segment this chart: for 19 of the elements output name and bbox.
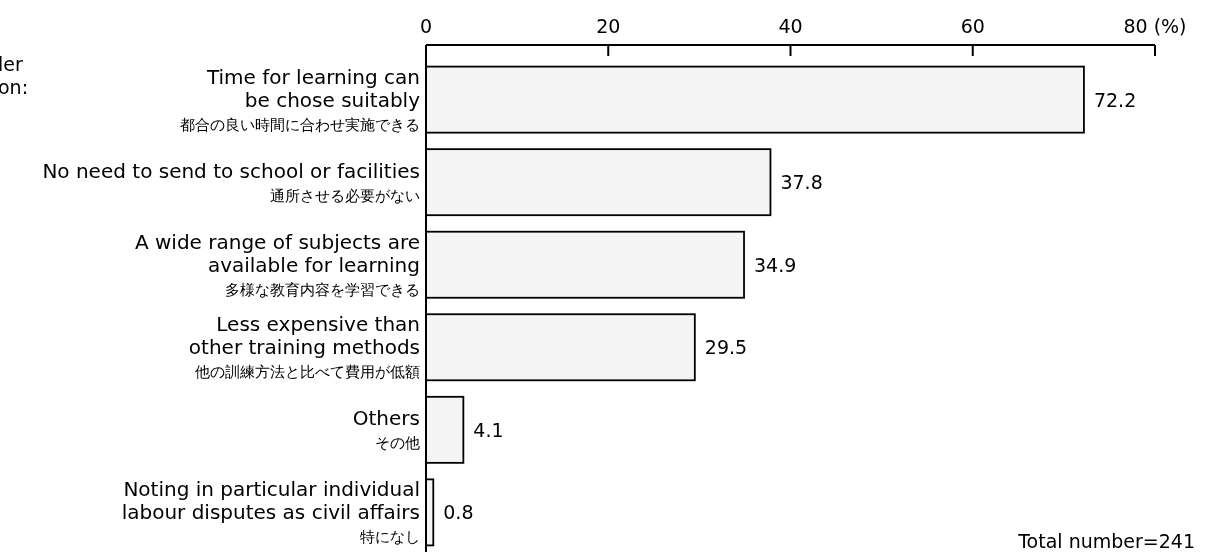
data-label: 4.1 <box>473 418 504 441</box>
data-label: 37.8 <box>780 171 823 194</box>
data-label: 34.9 <box>754 253 797 276</box>
y-tick-label: No need to send to school or facilities 通所させる必要がない <box>42 158 420 205</box>
x-tick-label: 20 <box>596 15 621 37</box>
data-label: 0.8 <box>443 501 474 524</box>
x-tick-label: 80 (%) <box>1123 15 1187 37</box>
y-tick-label: Less expensive than other training methods 他の訓練方法と比べて費用が低額 <box>188 312 420 382</box>
data-label: 72.2 <box>1093 88 1137 111</box>
y-tick-label: A wide range of subjects are available for learning 多様な教育内容を学習できる <box>134 229 420 299</box>
data-label: 29.5 <box>704 336 748 359</box>
y-tick-label: Noting in particular individual labour disputes as civil affairs 特になし <box>121 477 420 547</box>
y-tick-label: Others その他 <box>352 406 420 453</box>
x-tick-label: 40 <box>778 15 803 37</box>
text: ler <box>0 53 23 75</box>
annotation: Total number=241 <box>1017 530 1195 552</box>
y-tick-label: Time for learning can be chose suitably 都合の良い時間に合わせ実施できる <box>180 64 421 134</box>
x-tick-label: 0 <box>419 15 433 37</box>
x-tick-label: 60 <box>960 15 985 37</box>
